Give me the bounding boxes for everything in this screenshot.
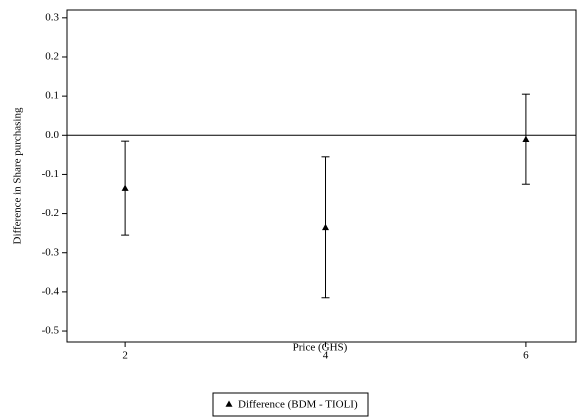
- point: [522, 135, 530, 142]
- y-tick-label: 0.0: [45, 129, 59, 141]
- y-tick-label: -0.4: [42, 285, 60, 297]
- y-tick-label: -0.3: [42, 246, 60, 258]
- legend-marker: [225, 400, 233, 407]
- y-tick-label: -0.1: [42, 168, 59, 180]
- y-tick-label: 0.2: [45, 51, 59, 63]
- legend-label: Difference (BDM - TIOLI): [238, 399, 358, 411]
- y-axis-title: Difference in Share purchasing: [12, 107, 24, 244]
- x-tick-label: 2: [122, 350, 128, 362]
- plot-frame: [66, 9, 577, 343]
- legend-box: [212, 392, 369, 417]
- point: [322, 223, 330, 231]
- x-tick-label: 6: [523, 350, 529, 362]
- y-tick-label: -0.5: [42, 325, 60, 337]
- y-tick-label: 0.1: [45, 90, 59, 102]
- y-tick-label: -0.2: [42, 207, 59, 219]
- x-axis-title: Price (GHS): [293, 342, 348, 354]
- x-tick-label: 4: [323, 350, 329, 362]
- y-tick-label: 0.3: [45, 11, 59, 23]
- point: [121, 184, 129, 191]
